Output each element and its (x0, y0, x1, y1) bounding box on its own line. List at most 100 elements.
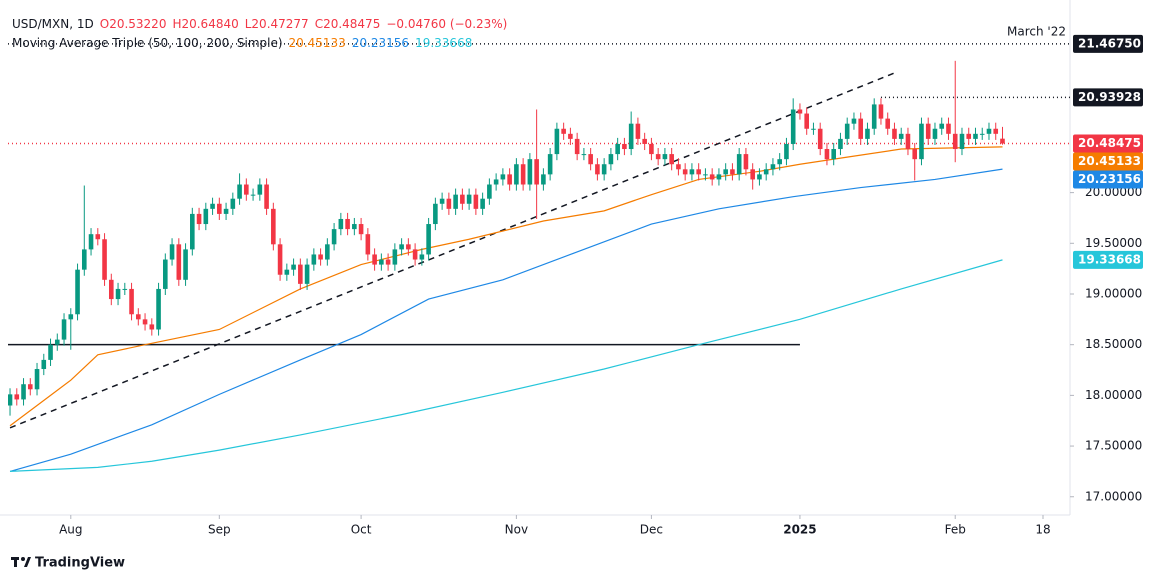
candle-body (858, 118, 864, 139)
candle-body (784, 143, 789, 160)
candle-body (885, 118, 891, 129)
candle-body (811, 128, 816, 130)
candle-body (129, 288, 134, 315)
candle-body (905, 133, 911, 150)
price-box (1073, 88, 1143, 107)
candle-body (831, 149, 836, 160)
legend-item: L20.47277 (245, 17, 309, 31)
candle-body (487, 184, 492, 199)
candle-body (588, 154, 593, 165)
candle-body (912, 149, 918, 160)
candle-body (655, 154, 661, 160)
candle-body (574, 138, 580, 155)
candle-body (176, 244, 182, 280)
candle-body (466, 194, 472, 204)
indicator-name: Moving Average Triple (50, 100, 200, Sim… (12, 36, 283, 50)
logo-icon (11, 557, 31, 567)
indicator-value: 20.23156 (352, 36, 409, 50)
trendline (9, 72, 895, 429)
candle-body (210, 203, 215, 209)
candle-body (298, 264, 303, 284)
candle-body (156, 288, 161, 330)
candle-body (237, 184, 242, 199)
candle-body (392, 249, 398, 265)
candle-body (331, 229, 337, 245)
candle-body (352, 224, 357, 230)
candle-body (676, 164, 681, 170)
candle-body (952, 133, 958, 150)
price-box (1073, 250, 1143, 269)
candle-body (149, 324, 155, 330)
moving-average (9, 259, 1003, 473)
candle-body (136, 314, 141, 320)
price-box-label: 20.93928 (1078, 90, 1141, 104)
candle-body (41, 359, 47, 370)
candle-body (716, 174, 722, 180)
candle-body (919, 123, 924, 160)
candle-body (217, 203, 222, 214)
candle-body (838, 138, 843, 150)
candle-body (770, 164, 776, 170)
candle-body (865, 128, 870, 139)
candle-body (851, 118, 857, 124)
candle-body (480, 198, 485, 209)
candle-body (736, 154, 742, 175)
candle-body (595, 164, 600, 175)
candle-body (615, 143, 620, 155)
logo: TradingView (35, 556, 125, 571)
candle-body (986, 128, 992, 134)
candle-body (777, 159, 782, 165)
indicator-legend: Moving Average Triple (50, 100, 200, Sim… (12, 36, 472, 50)
candle-body (635, 123, 641, 139)
candle-body (115, 288, 121, 300)
candle-body (250, 194, 256, 196)
y-tick-label: 19.00000 (1085, 286, 1142, 300)
price-box-label: 21.46750 (1078, 36, 1141, 50)
candle-body (939, 123, 945, 129)
candle-body (446, 198, 452, 209)
candle-body (318, 254, 323, 260)
candle-body (257, 184, 263, 195)
candle-body (230, 198, 236, 209)
y-tick-label: 18.00000 (1085, 388, 1142, 402)
y-tick-label: 17.00000 (1085, 489, 1142, 503)
candle-body (122, 288, 128, 290)
candle-body (966, 133, 972, 139)
price-box-label: 20.45133 (1078, 154, 1141, 168)
legend-item: H20.64840 (172, 17, 238, 31)
candle-body (696, 169, 701, 175)
price-box-label: 20.23156 (1078, 172, 1141, 186)
candle-body (183, 249, 188, 280)
x-tick-label: Feb (945, 523, 966, 537)
candle-body (102, 239, 107, 280)
legend-item: −0.04760 (−0.23%) (386, 17, 507, 31)
candle-body (534, 159, 539, 185)
x-tick-label: Dec (640, 523, 663, 537)
candle-body (804, 113, 809, 129)
candle-body (601, 164, 607, 175)
y-tick-label: 19.50000 (1085, 236, 1142, 250)
price-box (1073, 34, 1143, 53)
candle-body (520, 164, 526, 185)
candle-body (669, 154, 674, 165)
candle-body (190, 213, 195, 250)
candle-body (689, 169, 695, 175)
candle-body (338, 218, 344, 230)
candle-body (196, 213, 202, 225)
indicator-value: 20.45133 (289, 36, 346, 50)
plot-area (8, 43, 1070, 473)
candle-body (892, 128, 897, 139)
candle-body (81, 249, 87, 270)
candle-body (763, 169, 769, 175)
candle-body (973, 133, 978, 139)
candle-body (979, 133, 985, 135)
candle-body (412, 249, 418, 260)
candle-body (385, 259, 391, 265)
candle-body (75, 269, 80, 315)
candle-body (95, 234, 101, 240)
candle-body (264, 184, 269, 209)
candle-body (34, 369, 40, 390)
candle-body (399, 244, 404, 250)
candle-body (358, 224, 364, 235)
